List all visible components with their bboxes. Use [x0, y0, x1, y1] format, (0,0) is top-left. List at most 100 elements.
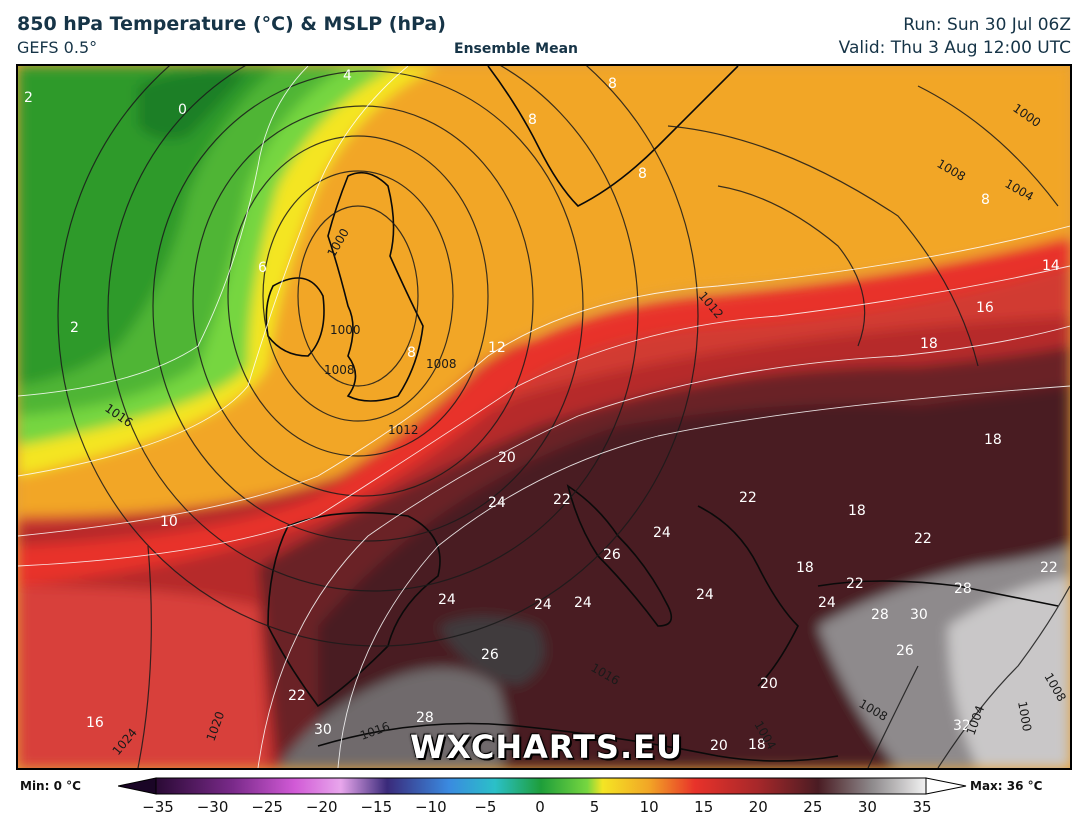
- colorbar-tick-label: 25: [803, 798, 823, 816]
- pressure-label: 1000: [330, 323, 361, 337]
- temp-label: 22: [914, 531, 932, 547]
- temp-label: 22: [288, 688, 306, 704]
- colorbar-tick-label: −30: [196, 798, 229, 816]
- temp-label: 30: [910, 607, 928, 623]
- temp-label: 24: [696, 587, 714, 603]
- temp-label: 2: [24, 90, 33, 106]
- weather-map[interactable]: 2 0 4 8 8 8 8 6 2 8 12 14 16 18 18 10 20…: [16, 64, 1072, 770]
- isotherms: [18, 66, 1070, 768]
- colorbar-tick-label: −15: [360, 798, 393, 816]
- temp-label: 24: [488, 495, 506, 511]
- pressure-label: 1008: [426, 357, 457, 371]
- temp-label: 0: [178, 102, 187, 118]
- coastline-north-africa: [317, 722, 839, 762]
- isotherm: [257, 325, 1070, 768]
- temp-label: 8: [528, 112, 537, 128]
- colorbar-min-label: Min: 0 °C: [20, 779, 81, 793]
- coastline-scandinavia: [487, 66, 739, 207]
- isotherm: [18, 225, 1070, 537]
- colorbar-tick-label: 20: [748, 798, 768, 816]
- temp-label: 2: [70, 320, 79, 336]
- colorbar: [118, 777, 967, 795]
- temp-label: 24: [534, 597, 552, 613]
- temp-label: 20: [710, 738, 728, 754]
- temperature-field: [18, 66, 1070, 768]
- temp-label: 4: [343, 68, 352, 84]
- temp-label: 6: [258, 260, 267, 276]
- temp-label: 8: [407, 345, 416, 361]
- temp-label: 30: [314, 722, 332, 738]
- temp-label: 20: [760, 676, 778, 692]
- colorbar-gradient: [155, 777, 927, 795]
- band-light-east: [948, 576, 1070, 768]
- temp-label: 24: [574, 595, 592, 611]
- colorbar-tick-label: 35: [912, 798, 932, 816]
- temp-label: 18: [984, 432, 1002, 448]
- isobar: [107, 66, 639, 592]
- temp-label: 24: [653, 525, 671, 541]
- isobars: [57, 66, 1070, 768]
- temp-label: 8: [638, 166, 647, 182]
- band-hot-red: [18, 236, 1070, 586]
- temp-label: 26: [896, 643, 914, 659]
- ensemble-mean-label: Ensemble Mean: [454, 41, 578, 57]
- temp-label: 8: [608, 76, 617, 92]
- valid-time: Valid: Thu 3 Aug 12:00 UTC: [838, 38, 1071, 58]
- isobar: [192, 105, 534, 497]
- colorbar-tick-label: 10: [639, 798, 659, 816]
- model-name: GEFS 0.5°: [17, 38, 98, 57]
- colorbar-tick-label: 5: [589, 798, 600, 816]
- temp-label: 18: [848, 503, 866, 519]
- temp-label: 22: [846, 576, 864, 592]
- band-sw-red: [18, 586, 268, 768]
- temp-label: 22: [739, 490, 757, 506]
- colorbar-right-arrow: [925, 777, 967, 795]
- temp-label: 28: [416, 710, 434, 726]
- isobar: [297, 205, 419, 387]
- temp-label: 28: [871, 607, 889, 623]
- colorbar-tick-label: −35: [142, 798, 174, 816]
- isobar: [137, 545, 152, 768]
- colorbar-left-arrow: [118, 777, 157, 795]
- temp-label: 18: [748, 737, 766, 753]
- temp-label: 16: [86, 715, 104, 731]
- isobar: [717, 185, 866, 347]
- temp-label: 26: [481, 647, 499, 663]
- temp-label: 28: [954, 581, 972, 597]
- isobar: [667, 125, 979, 367]
- isobar: [262, 170, 454, 422]
- pressure-label: 1012: [388, 423, 419, 437]
- colorbar-max-label: Max: 36 °C: [970, 779, 1043, 793]
- temp-label: 22: [553, 492, 571, 508]
- coastlines: [265, 66, 1059, 762]
- temp-label: 24: [818, 595, 836, 611]
- temp-label: 32: [953, 718, 971, 734]
- coastline-italy: [566, 484, 673, 627]
- coastline-turkey: [817, 580, 1059, 607]
- temp-label: 18: [796, 560, 814, 576]
- colorbar-tick-label: −5: [474, 798, 497, 816]
- run-time: Run: Sun 30 Jul 06Z: [903, 15, 1071, 35]
- colorbar-tick-label: 30: [857, 798, 877, 816]
- coastline-balkans: [697, 505, 799, 687]
- temp-label: 12: [488, 340, 506, 356]
- isotherm: [337, 385, 1070, 768]
- pressure-label: 1008: [324, 363, 355, 377]
- isotherm: [18, 66, 409, 477]
- temp-label: 8: [981, 192, 990, 208]
- isobar: [227, 135, 489, 457]
- temp-label: 16: [976, 300, 994, 316]
- temp-label: 20: [498, 450, 516, 466]
- temperature-labels: 2 0 4 8 8 8 8 6 2 8 12 14 16 18 18 10 20…: [24, 68, 1060, 754]
- colorbar-tick-label: 0: [535, 798, 545, 816]
- colorbar-tick-label: 15: [694, 798, 714, 816]
- coastline-gb: [327, 171, 424, 402]
- isotherm: [18, 66, 309, 397]
- map-canvas: 2 0 4 8 8 8 8 6 2 8 12 14 16 18 18 10 20…: [18, 66, 1070, 768]
- pressure-labels: 1016 1008 1000 1000 1008 1012 1000 1008 …: [102, 101, 1069, 758]
- colorbar-tick-label: −25: [251, 798, 283, 816]
- isobar: [152, 70, 584, 542]
- isobar: [57, 66, 699, 647]
- band-grey-south: [278, 668, 508, 768]
- temp-label: 22: [1040, 560, 1058, 576]
